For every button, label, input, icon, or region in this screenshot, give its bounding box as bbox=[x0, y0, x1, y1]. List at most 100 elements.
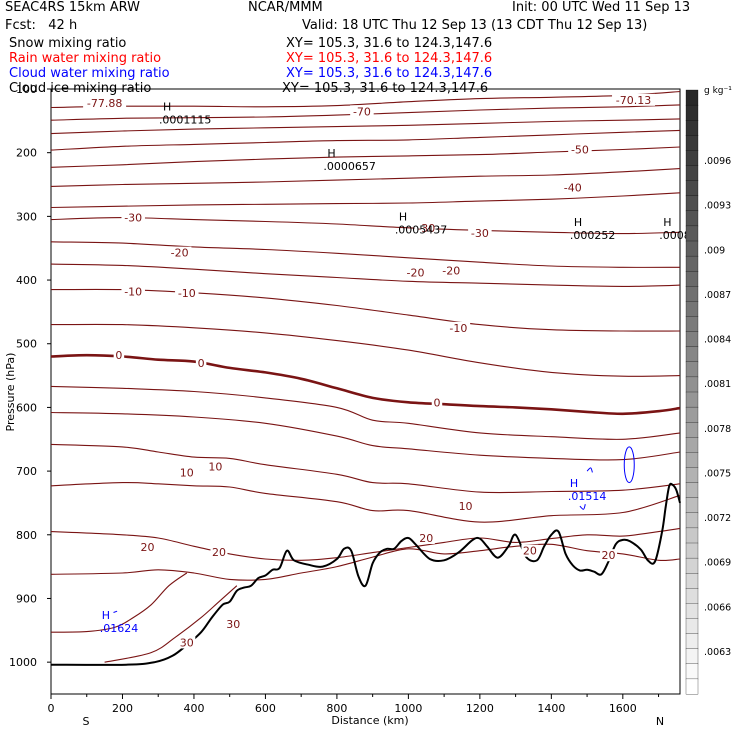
isotherm-label-bg bbox=[138, 540, 156, 553]
isotherm-line bbox=[50, 288, 681, 332]
x-tick-label: 1000 bbox=[394, 702, 422, 715]
isotherm-label: -70.13 bbox=[616, 94, 651, 107]
isotherm-label-bg bbox=[121, 211, 145, 224]
terrain-line bbox=[50, 482, 681, 666]
valid-time: Valid: 18 UTC Thu 12 Sep 13 (13 CDT Thu … bbox=[302, 18, 648, 33]
isotherm-label: 10 bbox=[208, 461, 222, 474]
isotherm-label-bg bbox=[414, 221, 439, 234]
colorbar-swatch bbox=[685, 271, 699, 287]
colorbar-swatch bbox=[685, 422, 699, 438]
max-value-label: .000252 bbox=[570, 229, 616, 242]
colorbar-swatch bbox=[685, 361, 699, 378]
colorbar-label: .0072 bbox=[704, 513, 731, 524]
y-tick-label: 600 bbox=[16, 401, 37, 414]
isotherm-label: -20 bbox=[407, 266, 425, 279]
max-value-label: .0001115 bbox=[159, 114, 212, 127]
isotherm-label-bg bbox=[113, 349, 125, 362]
colorbar-label: .0075 bbox=[704, 468, 731, 479]
plot-frame bbox=[50, 88, 681, 695]
isotherm-line bbox=[104, 585, 238, 663]
y-tick-label: 500 bbox=[16, 338, 37, 351]
colorbar-swatch bbox=[685, 482, 699, 499]
x-tick-label: 200 bbox=[112, 702, 133, 715]
cloud-water-contour bbox=[586, 467, 593, 473]
colorbar-swatch bbox=[685, 89, 699, 106]
cloud-water-contour bbox=[579, 504, 586, 510]
colorbar-swatch bbox=[685, 588, 699, 604]
isotherm-label: -40 bbox=[564, 182, 582, 195]
forecast-hour: Fcst: 42 h bbox=[5, 18, 78, 33]
direction-south: S bbox=[83, 715, 90, 728]
colorbar-swatch bbox=[685, 633, 699, 650]
x-tick-label: 800 bbox=[326, 702, 347, 715]
isotherm-label-bg bbox=[568, 143, 592, 156]
colorbar-swatch bbox=[685, 603, 699, 619]
isotherm-label-bg bbox=[224, 617, 242, 630]
cloud-max-value: .01514 bbox=[568, 490, 607, 503]
max-value-label: .0000657 bbox=[323, 160, 376, 173]
isotherm-label-bg bbox=[457, 500, 475, 513]
max-marker: H bbox=[163, 101, 171, 114]
x-tick-label: 0 bbox=[48, 702, 55, 715]
isotherm-label: -10 bbox=[449, 322, 467, 335]
colorbar-swatch bbox=[685, 165, 699, 182]
isotherm-line bbox=[50, 168, 681, 187]
isotherm-label: 10 bbox=[180, 466, 194, 479]
max-marker: H bbox=[399, 211, 407, 224]
isotherm-label-bg bbox=[439, 264, 464, 277]
isotherm-label-bg bbox=[446, 321, 471, 334]
init-time: Init: 00 UTC Wed 11 Sep 13 bbox=[512, 0, 691, 15]
isotherm-label-bg bbox=[121, 285, 145, 298]
isotherm-line bbox=[50, 217, 681, 235]
direction-north: N bbox=[656, 715, 664, 728]
isotherm-line bbox=[50, 241, 681, 268]
isotherm-line bbox=[50, 129, 681, 151]
isotherm-label-bg bbox=[178, 466, 196, 479]
isotherm-line bbox=[50, 572, 188, 633]
colorbar-swatch bbox=[685, 391, 699, 408]
x-tick-label: 1600 bbox=[609, 702, 637, 715]
isotherm-line bbox=[50, 481, 681, 523]
colorbar-swatch bbox=[685, 678, 699, 695]
colorbar-label: .0063 bbox=[704, 647, 731, 658]
isotherm-label-bg bbox=[83, 97, 127, 110]
isotherm-label: -30 bbox=[417, 222, 435, 235]
y-tick-label: 200 bbox=[16, 147, 37, 160]
isotherm-label-bg bbox=[175, 286, 199, 299]
y-tick-label: 300 bbox=[16, 210, 37, 223]
isotherm-label-bg bbox=[431, 396, 443, 409]
isotherm-label-bg bbox=[612, 93, 656, 106]
colorbar-label: .0084 bbox=[704, 335, 731, 346]
isotherm-label-bg bbox=[417, 531, 435, 544]
colorbar-swatch bbox=[685, 286, 699, 302]
isotherm-label-bg bbox=[167, 246, 192, 259]
isotherm-label-bg bbox=[210, 545, 228, 558]
isotherm-line bbox=[50, 192, 681, 209]
isotherm-label: 20 bbox=[523, 545, 537, 558]
colorbar-swatch bbox=[685, 437, 699, 453]
colorbar-swatch bbox=[685, 663, 699, 680]
isotherm-line bbox=[50, 543, 681, 581]
isotherm-label-bg bbox=[350, 105, 374, 118]
isotherm-label: 20 bbox=[212, 546, 226, 559]
x-tick-label: 1400 bbox=[537, 702, 565, 715]
colorbar-swatch bbox=[685, 255, 699, 272]
y-tick-label: 1000 bbox=[9, 656, 37, 669]
isotherm-label: -20 bbox=[171, 247, 189, 260]
isotherm-label: -50 bbox=[571, 144, 589, 157]
colorbar-label: .0087 bbox=[704, 290, 731, 301]
colorbar-unit: g kg⁻¹ bbox=[704, 86, 732, 96]
y-tick-label: 800 bbox=[16, 529, 37, 542]
isotherm-label: -70 bbox=[353, 105, 371, 118]
x-axis-label: Distance (km) bbox=[331, 714, 408, 727]
isotherm-label: -77.88 bbox=[87, 97, 122, 110]
isotherm-label: 20 bbox=[602, 549, 616, 562]
x-tick-label: 600 bbox=[255, 702, 276, 715]
legend-snow-xy: XY= 105.3, 31.6 to 124.3,147.6 bbox=[286, 36, 493, 51]
colorbar-swatch bbox=[685, 225, 699, 242]
colorbar-label: .0069 bbox=[704, 558, 731, 569]
cloud-water-contour bbox=[623, 446, 635, 484]
isotherm-label: 30 bbox=[180, 636, 194, 649]
isotherm-label: 0 bbox=[115, 349, 122, 362]
